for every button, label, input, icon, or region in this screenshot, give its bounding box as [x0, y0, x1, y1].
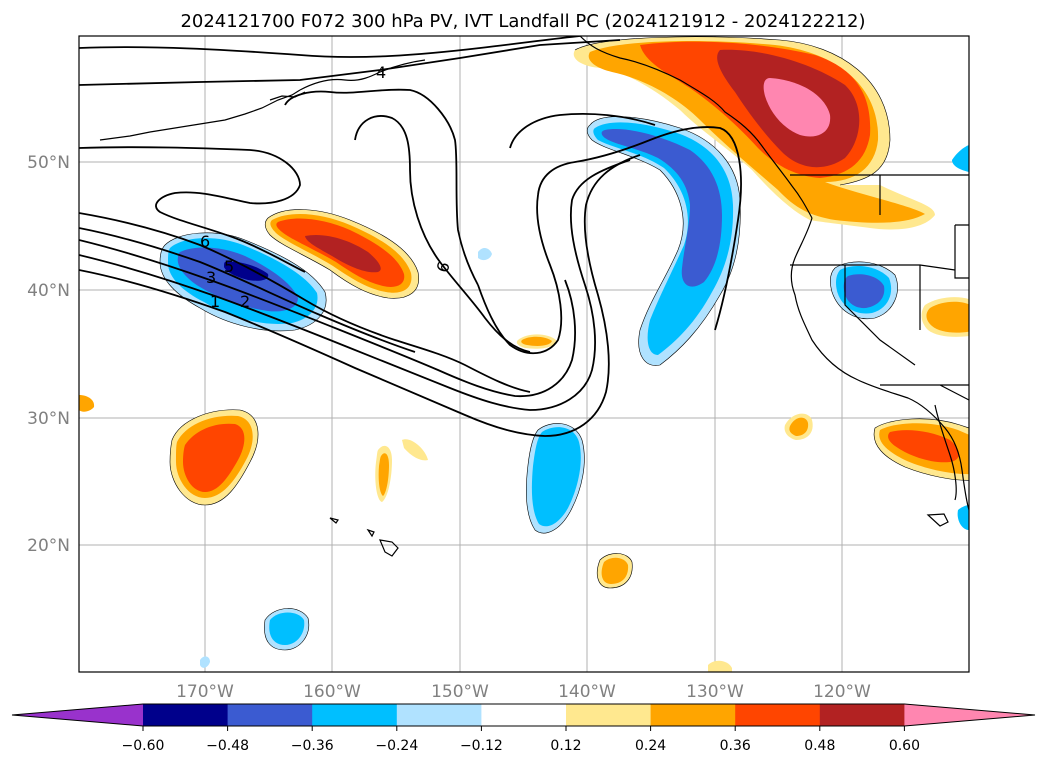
- lon-label-170w: 170°W: [176, 682, 234, 702]
- colorbar-segment: [312, 704, 398, 726]
- colorbar-segment: [227, 704, 313, 726]
- colorbar-tick-label: 0.60: [889, 738, 920, 754]
- colorbar-extend-high: [904, 704, 1035, 726]
- colorbar-tick-label: 0.12: [550, 738, 581, 754]
- colorbar-extend-low: [12, 704, 143, 726]
- contour-label-6a: 6: [200, 232, 210, 251]
- map-area: 1 2 3 5 6 6 4: [79, 36, 969, 672]
- colorbar-segment: [650, 704, 736, 726]
- colorbar-tick-label: −0.24: [375, 738, 418, 754]
- contour-label-2: 2: [240, 292, 250, 311]
- colorbar: −0.60 −0.48 −0.36 −0.24 −0.12 0.12 0.24 0.36 0.4…: [11, 703, 1036, 754]
- ivt-shading: [79, 36, 969, 672]
- lat-label-30n: 30°N: [27, 409, 70, 429]
- colorbar-tick-label: −0.36: [291, 738, 334, 754]
- lon-label-150w: 150°W: [431, 682, 489, 702]
- lon-label-160w: 160°W: [303, 682, 361, 702]
- lat-label-50n: 50°N: [27, 153, 70, 173]
- contour-label-1: 1: [210, 292, 220, 311]
- colorbar-segment: [566, 704, 652, 726]
- lon-label-120w: 120°W: [813, 682, 871, 702]
- map-title: 2024121700 F072 300 hPa PV, IVT Landfall…: [180, 11, 865, 32]
- shading-outlines: [159, 36, 969, 651]
- lon-label-140w: 140°W: [558, 682, 616, 702]
- longitude-labels: 170°W 160°W 150°W 140°W 130°W 120°W: [176, 682, 871, 702]
- colorbar-segment: [735, 704, 821, 726]
- lat-label-20n: 20°N: [27, 536, 70, 556]
- colorbar-tick-label: −0.60: [122, 738, 165, 754]
- lat-label-40n: 40°N: [27, 281, 70, 301]
- contour-label-5: 5: [224, 257, 234, 276]
- colorbar-tick-label: −0.12: [460, 738, 503, 754]
- latitude-labels: 50°N 40°N 30°N 20°N: [27, 153, 70, 556]
- colorbar-tick-label: −0.48: [206, 738, 249, 754]
- coastlines: [99, 36, 969, 557]
- colorbar-tick-label: 0.36: [720, 738, 751, 754]
- colorbar-segment: [481, 704, 567, 726]
- map-frame: [78, 35, 970, 673]
- colorbar-segment: [819, 704, 905, 726]
- colorbar-segment: [396, 704, 482, 726]
- colorbar-segment: [143, 704, 229, 726]
- pv-contours: [79, 36, 742, 437]
- colorbar-tick-label: 0.24: [635, 738, 666, 754]
- contour-label-3: 3: [206, 268, 216, 287]
- contour-label-4: 4: [376, 63, 386, 82]
- lon-label-130w: 130°W: [686, 682, 744, 702]
- colorbar-tick-label: 0.48: [804, 738, 835, 754]
